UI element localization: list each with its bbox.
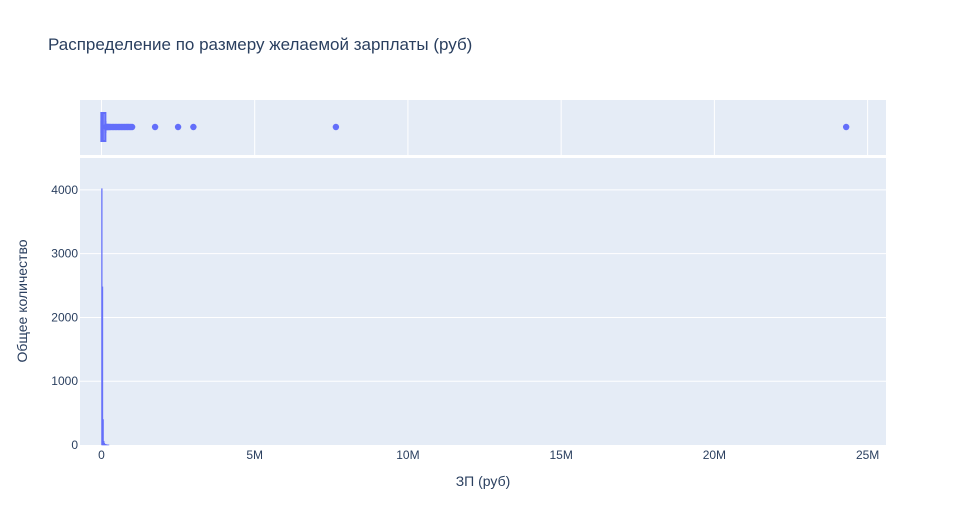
histogram-bars [101,188,110,446]
y-tick-label: 1000 [51,374,78,388]
boxplot-outliers [102,123,850,131]
y-tick-label: 0 [71,438,78,452]
boxplot-outlier-point [151,123,159,131]
boxplot-outlier-point [332,123,340,131]
y-axis-title: Общее количество [14,239,30,362]
x-axis-title: ЗП (руб) [456,473,511,489]
boxplot-plot-area [80,100,886,155]
y-tick-label: 4000 [51,183,78,197]
boxplot-outlier-point [190,123,197,131]
x-tick-label: 25M [856,448,879,462]
chart-title: Распределение по размеру желаемой зарпла… [48,35,472,54]
y-tick-label: 3000 [51,247,78,261]
x-tick-label: 10M [396,448,419,462]
boxplot-outlier-point [174,123,182,131]
boxplot-gridlines [100,100,869,155]
x-axis-ticks: 0 5M 10M 15M 20M 25M [98,448,879,462]
boxplot-outlier-point [128,123,136,131]
x-tick-label: 0 [98,448,105,462]
histogram-gridlines [80,189,886,382]
y-tick-label: 2000 [51,310,78,324]
y-axis-ticks: 0 1000 2000 3000 4000 [51,183,78,452]
boxplot-outlier-point [842,123,850,131]
histogram-plot-area [80,158,886,445]
x-tick-label: 20M [703,448,726,462]
x-tick-label: 15M [549,448,572,462]
x-tick-label: 5M [246,448,263,462]
